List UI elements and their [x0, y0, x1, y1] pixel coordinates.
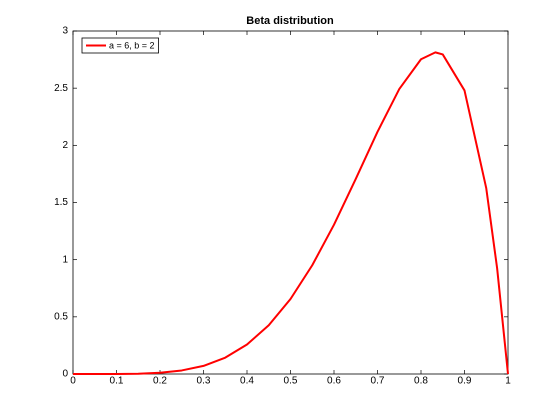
y-tick-label: 3	[62, 26, 68, 37]
x-tick-label: 0.2	[153, 376, 167, 387]
x-tick-label: 0.1	[110, 376, 124, 387]
x-tick-label: 1	[505, 376, 511, 387]
y-tick-label: 0.5	[54, 311, 68, 322]
x-tick-label: 0.5	[284, 376, 298, 387]
y-tick-label: 1.5	[54, 197, 68, 208]
x-tick-label: 0.9	[458, 376, 472, 387]
y-tick-label: 0	[62, 369, 68, 380]
x-tick-label: 0	[70, 376, 76, 387]
x-tick-label: 0.7	[371, 376, 385, 387]
y-tick-label: 2.5	[54, 83, 68, 94]
legend-box	[81, 37, 159, 54]
y-tick-label: 2	[62, 140, 68, 151]
x-tick-label: 0.6	[327, 376, 341, 387]
chart-title: Beta distribution	[246, 15, 334, 27]
legend-label: a = 6, b = 2	[109, 40, 155, 50]
line-series	[73, 51, 509, 375]
x-tick-label: 0.8	[414, 376, 428, 387]
y-tick-label: 1	[62, 254, 68, 265]
x-tick-label: 0.4	[240, 376, 254, 387]
x-tick-label: 0.3	[197, 376, 211, 387]
